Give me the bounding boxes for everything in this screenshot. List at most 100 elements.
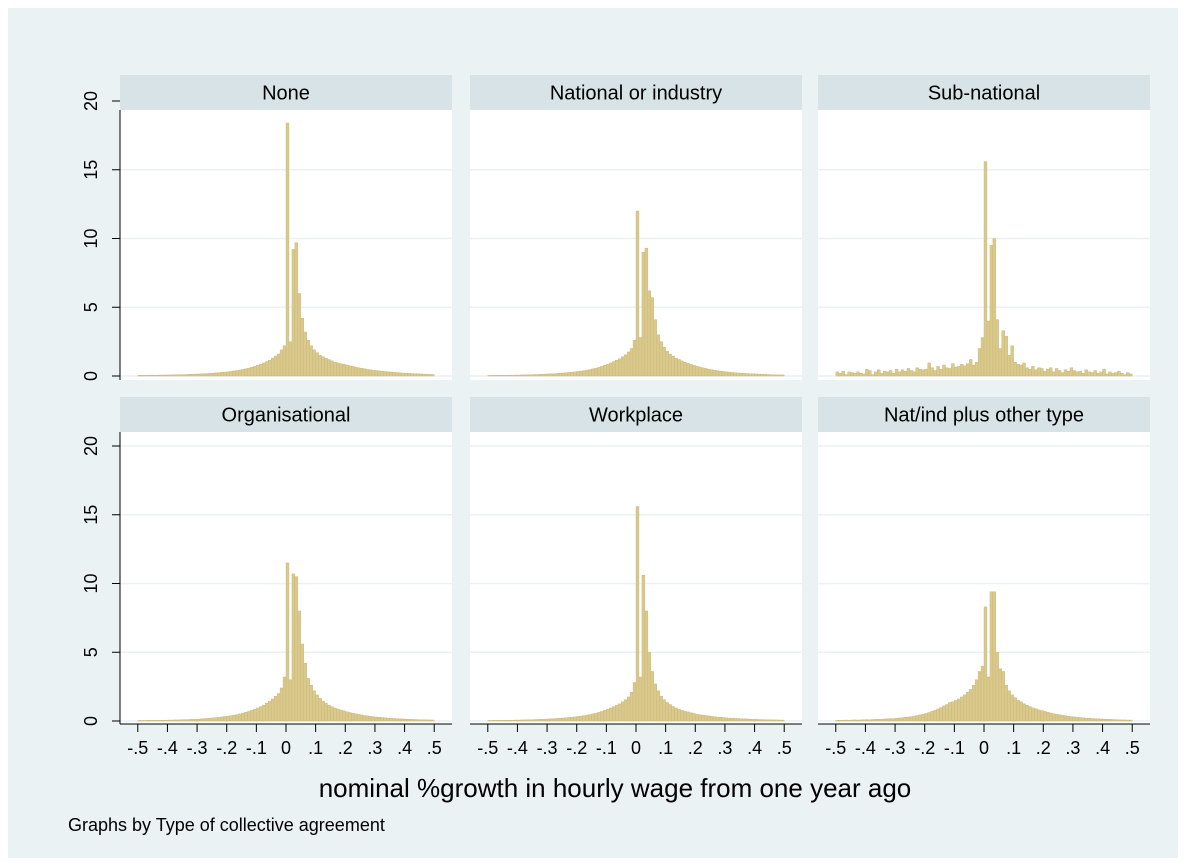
bar: [945, 704, 949, 722]
bar: [1007, 690, 1011, 722]
x-tick-label: -.3: [187, 738, 208, 758]
bar: [546, 718, 551, 722]
bar: [897, 717, 902, 722]
bar: [1004, 685, 1008, 722]
bar: [692, 713, 696, 722]
bar: [348, 712, 352, 722]
bar: [591, 713, 595, 722]
bar: [244, 712, 248, 722]
bar: [850, 372, 854, 377]
bar: [706, 368, 711, 377]
bar: [954, 700, 958, 722]
bar: [977, 348, 982, 377]
bar: [718, 717, 723, 722]
bar: [259, 363, 263, 377]
bar: [1022, 703, 1026, 722]
bar: [368, 716, 373, 722]
bar: [871, 719, 875, 722]
bar: [220, 372, 224, 377]
bar: [193, 719, 198, 722]
bar: [868, 719, 872, 722]
bar: [844, 719, 848, 722]
bar: [398, 718, 402, 722]
bar: [321, 356, 325, 377]
panel-header: [470, 397, 802, 432]
bar: [371, 716, 376, 722]
bar: [865, 719, 869, 722]
bar: [615, 359, 619, 377]
bar: [775, 374, 779, 377]
bar: [351, 712, 355, 722]
bar: [386, 717, 390, 722]
bar: [727, 371, 732, 377]
bar: [915, 367, 919, 377]
bar: [499, 375, 503, 377]
bar: [995, 319, 1000, 377]
bar: [268, 700, 272, 722]
bar: [505, 374, 509, 377]
bar: [1087, 718, 1091, 722]
bar: [250, 367, 254, 377]
bar: [517, 719, 521, 722]
bar: [564, 717, 569, 722]
bar: [1114, 719, 1118, 722]
bar: [1105, 719, 1109, 722]
bar: [573, 716, 577, 722]
bar: [983, 161, 988, 377]
bar: [386, 371, 390, 377]
bar: [193, 373, 198, 377]
bar: [342, 710, 346, 722]
bar: [745, 373, 749, 377]
bar: [585, 369, 589, 377]
bar: [179, 374, 183, 377]
bar: [362, 715, 367, 722]
bar: [576, 716, 580, 722]
bar: [282, 676, 287, 722]
bar: [1010, 345, 1014, 377]
panel-header: [120, 75, 452, 110]
bar: [721, 371, 726, 377]
bar: [552, 718, 557, 722]
bar: [291, 573, 296, 722]
bar: [778, 719, 782, 722]
bar: [603, 710, 607, 722]
x-tick-label: 0: [281, 738, 291, 758]
bar: [232, 714, 236, 722]
bar: [537, 374, 542, 377]
y-tick-label: 5: [81, 647, 101, 657]
bar: [615, 704, 619, 722]
bar: [1075, 371, 1080, 377]
x-tick-label: 0: [631, 738, 641, 758]
bar: [680, 710, 684, 722]
bar: [535, 719, 539, 722]
bar: [957, 366, 961, 377]
bar: [190, 374, 195, 377]
bar: [951, 363, 955, 377]
y-tick-label: 20: [81, 436, 101, 456]
x-tick-label: -.5: [127, 738, 148, 758]
bar: [137, 720, 141, 722]
bar: [365, 369, 370, 377]
bar: [1043, 711, 1047, 722]
bar: [499, 720, 503, 722]
bar: [980, 337, 985, 377]
bar: [561, 717, 566, 722]
bar: [671, 706, 675, 722]
bar: [674, 707, 678, 722]
x-tick-label: .2: [688, 738, 703, 758]
bar: [686, 363, 690, 377]
x-tick-label: -.1: [944, 738, 965, 758]
bar: [247, 367, 251, 377]
bar: [626, 351, 631, 377]
bar: [715, 370, 720, 377]
bar: [1016, 700, 1020, 722]
bar: [727, 717, 732, 722]
bar: [490, 720, 494, 722]
bar: [229, 371, 233, 377]
bar: [1057, 714, 1062, 722]
bar: [202, 373, 207, 377]
bar: [600, 366, 604, 377]
bar: [871, 374, 875, 377]
bar: [330, 360, 334, 377]
bar: [1046, 712, 1050, 722]
